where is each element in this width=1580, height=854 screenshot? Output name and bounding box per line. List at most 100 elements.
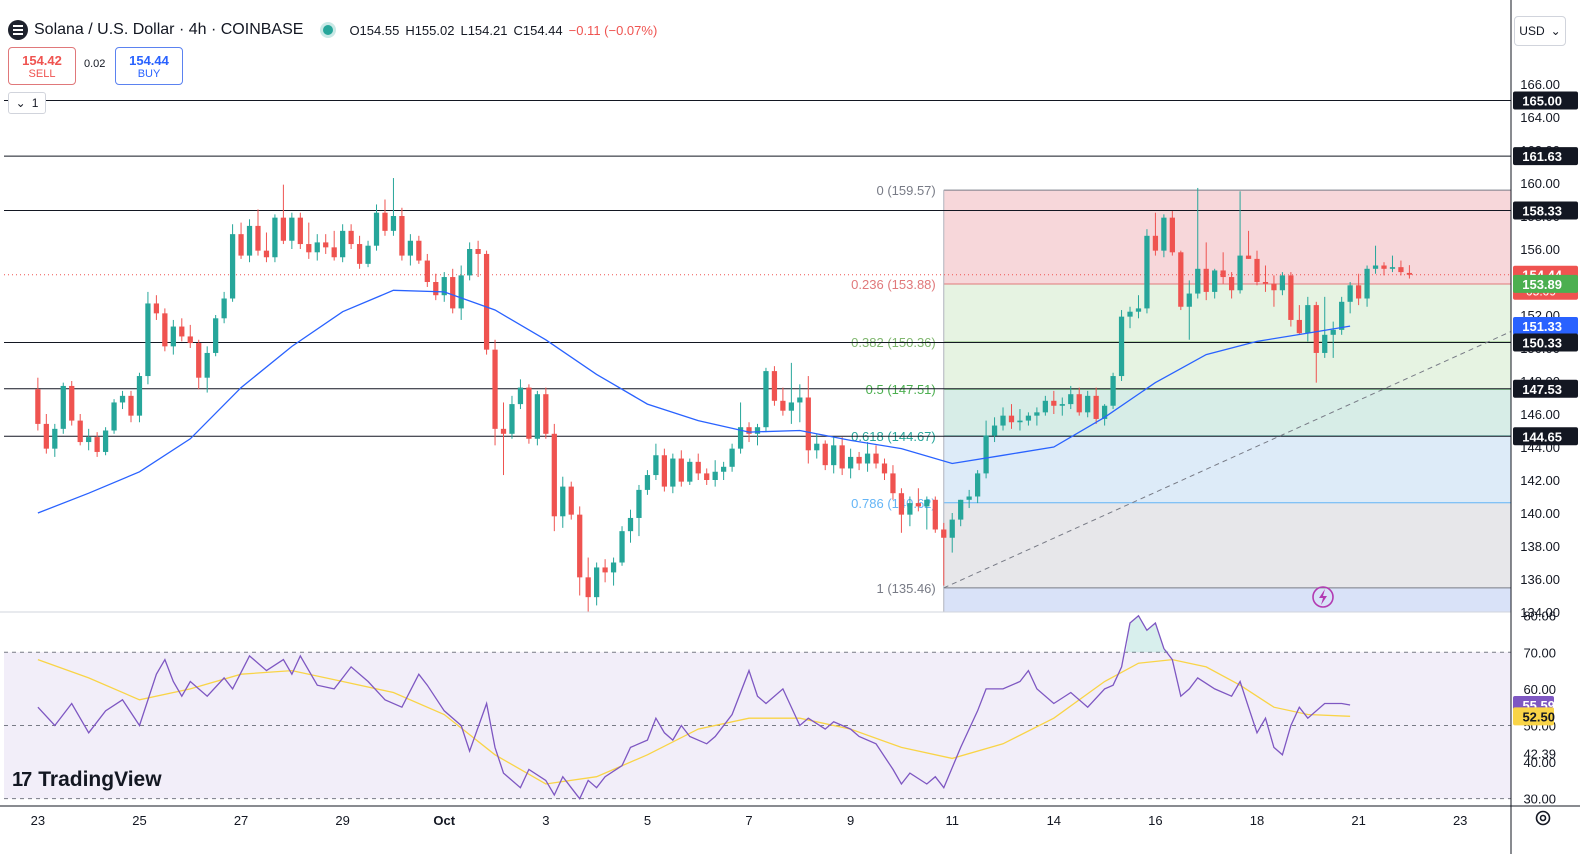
- candle-body: [1372, 265, 1379, 269]
- candle-body: [1195, 268, 1201, 294]
- candle: [60, 382, 66, 434]
- candle-body: [77, 420, 83, 443]
- fib-zone-0.382: [943, 342, 1511, 390]
- rsi-line: [37, 614, 1351, 800]
- candle: [77, 414, 83, 446]
- candle-body: [407, 240, 414, 256]
- candle-body: [1313, 305, 1319, 353]
- candle: [382, 199, 388, 236]
- currency-select[interactable]: USD ⌄: [1514, 16, 1566, 46]
- candle-body: [373, 212, 380, 246]
- candle: [170, 319, 176, 355]
- candle-body: [170, 326, 176, 347]
- candle-body: [932, 499, 938, 530]
- ohlc-readout: O154.55 H155.02 L154.21 C154.44 −0.11 (−…: [349, 23, 657, 38]
- symbol-header: Solana / U.S. Dollar · 4h · COINBASE O15…: [8, 17, 657, 43]
- candle: [1254, 250, 1260, 286]
- currency-label: USD: [1519, 24, 1545, 38]
- candle-body: [331, 247, 337, 258]
- rsi-tick-label: 70.00: [1523, 645, 1556, 660]
- time-tick-label: 9: [847, 813, 854, 828]
- candle-body: [1406, 272, 1413, 275]
- candle-body: [644, 475, 651, 490]
- candle-body: [1144, 235, 1150, 309]
- sell-price: 154.42: [22, 52, 62, 68]
- candle: [289, 212, 295, 249]
- time-tick-label: 25: [132, 813, 146, 828]
- price-tag: 153.89: [1513, 274, 1578, 293]
- gear-icon[interactable]: [1533, 808, 1553, 828]
- time-tick-label: 29: [335, 813, 349, 828]
- candle-body: [873, 453, 879, 464]
- fib-zone-0.786: [943, 502, 1511, 588]
- time-tick-label: 14: [1047, 813, 1061, 828]
- alert-icon-circle: [1312, 586, 1334, 608]
- time-tick-label: 11: [945, 813, 959, 828]
- moving-average-line: [37, 289, 1351, 514]
- candle-body: [450, 277, 456, 309]
- price-tag-bg: [1513, 201, 1578, 220]
- candle: [560, 476, 566, 528]
- candle-body: [890, 473, 896, 494]
- candle-body: [1389, 267, 1396, 269]
- fib-zone-1: [943, 587, 1511, 612]
- candle-body: [1101, 405, 1108, 419]
- candle-body: [467, 249, 473, 276]
- candle: [661, 448, 667, 492]
- buy-button[interactable]: 154.44 BUY: [115, 47, 183, 85]
- fib-label-0.236: 0.236 (153.88): [851, 277, 936, 292]
- candle-body: [255, 225, 261, 251]
- candle: [221, 291, 227, 324]
- candle: [407, 234, 414, 266]
- candle: [983, 420, 989, 479]
- candle: [1262, 265, 1269, 292]
- candle-body: [306, 244, 312, 253]
- candle: [1017, 409, 1023, 431]
- candle: [517, 379, 524, 410]
- candle-body: [1330, 329, 1336, 335]
- candle-body: [221, 298, 227, 319]
- candle: [1059, 397, 1065, 416]
- candle: [805, 376, 811, 464]
- price-tag-bg: [1513, 427, 1578, 446]
- candle: [297, 212, 303, 249]
- candle-body: [814, 443, 820, 451]
- candle-body: [839, 445, 845, 469]
- candle: [602, 559, 608, 583]
- candle-body: [560, 486, 566, 517]
- price-tick-label: 146.00: [1520, 407, 1560, 422]
- candle-body: [69, 385, 75, 421]
- time-tick-label: 3: [542, 813, 549, 828]
- candle-body: [1127, 311, 1133, 317]
- rsi-tick-label: 80.06: [1523, 608, 1556, 623]
- candle-body: [1017, 420, 1023, 423]
- price-tick-label: 140.00: [1520, 506, 1560, 521]
- fib-label-0.786: 0.786 (140.62): [851, 496, 936, 511]
- candle: [1025, 412, 1032, 426]
- candle: [187, 324, 193, 348]
- candle: [272, 214, 278, 263]
- candle-body: [1008, 415, 1015, 423]
- candle: [670, 453, 676, 494]
- price-tick-label: 142.00: [1520, 473, 1560, 488]
- candle-body: [323, 242, 329, 248]
- buy-label: BUY: [137, 67, 161, 80]
- price-tag-bg: [1513, 147, 1578, 166]
- candle-body: [1068, 394, 1074, 405]
- candle-body: [881, 463, 888, 474]
- candle-body: [1085, 395, 1091, 413]
- price-tag: 144.65: [1513, 427, 1578, 446]
- time-tick-label: 5: [644, 813, 651, 828]
- candle-body: [848, 456, 854, 469]
- indicators-collapse-button[interactable]: ⌄ 1: [8, 92, 46, 114]
- price-tick-label: 134.00: [1520, 605, 1560, 620]
- sell-button[interactable]: 154.42 SELL: [8, 47, 76, 85]
- symbol-title[interactable]: Solana / U.S. Dollar · 4h · COINBASE: [34, 21, 304, 38]
- candle-body: [1355, 285, 1362, 299]
- candle-body: [1322, 334, 1328, 353]
- candle: [1042, 395, 1048, 416]
- candle: [627, 509, 634, 543]
- price-tag-bg: [1513, 333, 1578, 352]
- candle-body: [314, 242, 320, 253]
